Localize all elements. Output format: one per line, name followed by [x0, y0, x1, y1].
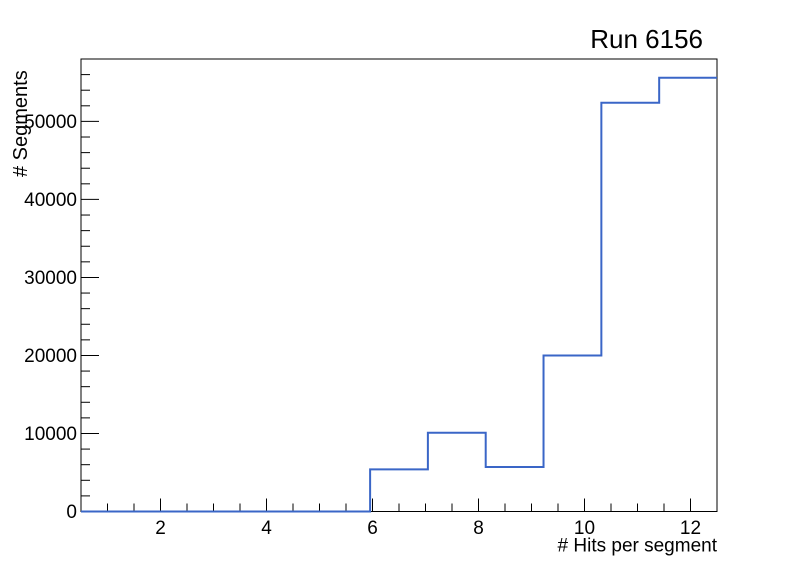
chart-layer: 2 4 6 8 10 12 0 10000 20000 30000 40000 50000: [24, 58, 718, 539]
x-tick-label: 4: [261, 518, 272, 539]
y-tick-label: 50000: [24, 112, 77, 133]
x-tick-label: 12: [680, 518, 701, 539]
plot-frame: [80, 58, 718, 512]
y-tick-label: 40000: [24, 190, 77, 211]
histogram-line: [81, 76, 717, 513]
y-tick-label: 10000: [24, 424, 77, 445]
plot-title: Run 6156: [590, 24, 703, 54]
y-tick-label: 0: [66, 502, 77, 523]
x-tick-label: 8: [473, 518, 484, 539]
y-tick-label: 30000: [24, 268, 77, 289]
x-axis-title: # Hits per segment: [558, 536, 718, 557]
x-tick-label: 2: [155, 518, 166, 539]
y-axis-title: # Segments: [10, 70, 32, 177]
y-tick-label: 20000: [24, 346, 77, 367]
x-tick-label: 6: [367, 518, 378, 539]
x-tick-label: 10: [574, 518, 595, 539]
